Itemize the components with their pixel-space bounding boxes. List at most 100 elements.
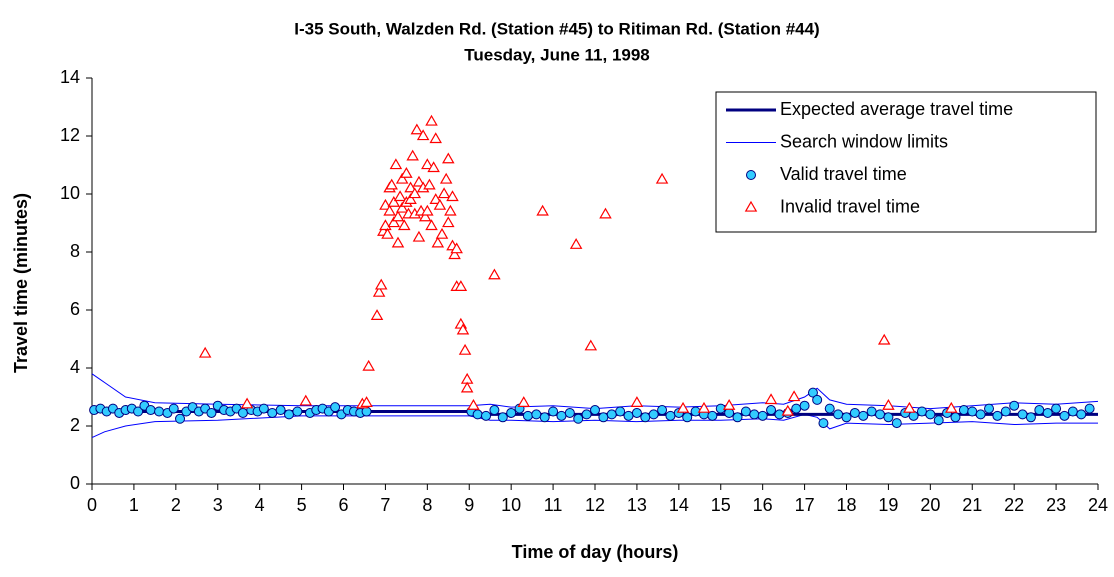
- x-tick-label: 16: [753, 495, 773, 515]
- valid-point: [175, 413, 186, 424]
- x-tick-label: 23: [1046, 495, 1066, 515]
- x-tick-label: 12: [585, 495, 605, 515]
- valid-point: [522, 410, 533, 421]
- invalid-point: [374, 278, 388, 290]
- valid-point: [145, 405, 156, 416]
- valid-point: [489, 405, 500, 416]
- x-tick-label: 10: [501, 495, 521, 515]
- valid-point: [1025, 412, 1036, 423]
- invalid-point: [460, 381, 474, 393]
- legend-swatch: [744, 200, 758, 212]
- invalid-point: [391, 210, 405, 222]
- y-axis-label: Travel time (minutes): [11, 193, 31, 373]
- invalid-point: [599, 207, 612, 219]
- valid-point: [548, 406, 559, 417]
- invalid-point: [437, 187, 451, 199]
- valid-point: [590, 405, 600, 416]
- legend-label: Invalid travel time: [780, 196, 920, 216]
- x-tick-label: 20: [920, 495, 940, 515]
- valid-point: [984, 403, 995, 414]
- valid-point: [950, 412, 961, 423]
- invalid-point: [787, 390, 801, 402]
- x-tick-label: 14: [669, 495, 689, 515]
- valid-point: [237, 407, 248, 418]
- plot-area: [89, 114, 1099, 439]
- invalid-point: [400, 166, 413, 178]
- invalid-point: [584, 339, 598, 351]
- valid-point: [841, 412, 852, 423]
- valid-point: [866, 406, 877, 417]
- invalid-point: [435, 227, 449, 239]
- valid-point: [766, 405, 777, 416]
- legend-label: Valid travel time: [780, 164, 907, 184]
- invalid-point: [385, 178, 398, 190]
- invalid-point: [630, 396, 644, 407]
- invalid-point: [421, 158, 434, 170]
- valid-point: [824, 403, 835, 414]
- invalid-point: [569, 238, 583, 249]
- x-tick-label: 21: [962, 495, 982, 515]
- valid-point: [1051, 403, 1062, 414]
- valid-point: [732, 412, 743, 423]
- valid-point: [858, 410, 869, 421]
- search-window-lower: [91, 413, 1098, 439]
- invalid-point: [458, 343, 472, 355]
- valid-point: [1034, 405, 1045, 416]
- x-tick-label: 13: [627, 495, 647, 515]
- legend-label: Search window limits: [780, 131, 948, 151]
- y-tick-label: 6: [70, 299, 80, 319]
- x-tick-label: 17: [795, 495, 815, 515]
- invalid-point: [372, 285, 386, 297]
- chart-title: I-35 South, Walzden Rd. (Station #45) to…: [294, 19, 819, 38]
- y-tick-label: 12: [60, 125, 80, 145]
- invalid-point: [387, 216, 401, 228]
- valid-point: [531, 409, 542, 420]
- valid-point: [958, 405, 969, 416]
- invalid-point: [442, 216, 455, 228]
- y-tick-label: 8: [70, 241, 80, 261]
- x-tick-label: 2: [171, 495, 181, 515]
- x-tick-label: 8: [422, 495, 432, 515]
- valid-point: [556, 410, 567, 421]
- valid-point: [1059, 410, 1070, 421]
- valid-point: [707, 410, 718, 421]
- invalid-point: [404, 193, 417, 204]
- invalid-point: [362, 359, 375, 371]
- invalid-point: [433, 198, 447, 210]
- valid-point: [1042, 407, 1053, 418]
- valid-point: [615, 406, 626, 417]
- valid-point: [1084, 403, 1095, 414]
- x-tick-label: 11: [544, 495, 563, 515]
- invalid-point: [423, 178, 436, 190]
- valid-point: [875, 409, 886, 420]
- valid-point: [665, 410, 676, 421]
- invalid-point: [383, 204, 396, 216]
- invalid-point: [398, 219, 411, 231]
- invalid-point: [431, 236, 445, 248]
- invalid-point: [429, 193, 442, 204]
- x-tick-label: 1: [129, 495, 139, 515]
- valid-point: [648, 409, 659, 420]
- valid-point: [506, 407, 517, 418]
- invalid-point: [764, 393, 778, 405]
- x-tick-label: 3: [213, 495, 223, 515]
- invalid-point: [429, 132, 442, 144]
- x-tick-label: 6: [338, 495, 348, 515]
- invalid-point: [389, 158, 403, 170]
- valid-point: [791, 403, 802, 414]
- invalid-point: [391, 236, 405, 248]
- valid-point: [581, 409, 592, 420]
- valid-point: [849, 407, 860, 418]
- invalid-point: [360, 396, 373, 407]
- invalid-point: [416, 129, 430, 141]
- valid-point: [925, 409, 936, 420]
- invalid-point: [395, 201, 409, 213]
- invalid-point: [722, 398, 736, 410]
- y-tick-label: 10: [60, 183, 80, 203]
- invalid-point: [393, 190, 407, 202]
- x-tick-label: 19: [878, 495, 898, 515]
- valid-point: [292, 406, 303, 417]
- x-tick-label: 15: [711, 495, 731, 515]
- invalid-point: [945, 401, 958, 413]
- x-tick-label: 24: [1088, 495, 1108, 515]
